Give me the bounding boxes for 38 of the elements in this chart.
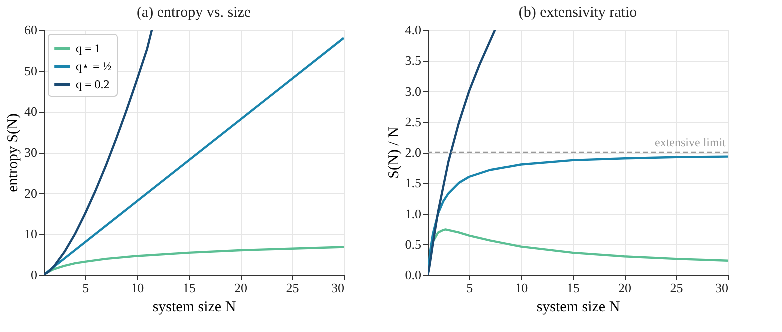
y-tick-label: 50 bbox=[24, 63, 38, 78]
y-tick-label: 3.0 bbox=[405, 84, 422, 99]
y-tick-label: 1.0 bbox=[405, 206, 422, 222]
x-tick-label: 5 bbox=[466, 280, 474, 296]
x-tick-label: 10 bbox=[515, 280, 528, 296]
y-tick-label: 2.5 bbox=[405, 114, 422, 130]
chart-title: (b) extensivity ratio bbox=[518, 5, 638, 21]
y-tick-label: 3.5 bbox=[405, 53, 422, 68]
x-axis-title: system size N bbox=[536, 300, 620, 316]
y-tick-label: 60 bbox=[24, 22, 38, 38]
x-tick-label: 15 bbox=[566, 280, 580, 296]
x-axis-title: system size N bbox=[152, 300, 236, 316]
y-tick-label: 2.0 bbox=[405, 145, 422, 160]
x-tick-label: 20 bbox=[234, 280, 248, 296]
chart-title: (a) entropy vs. size bbox=[136, 5, 252, 21]
y-tick-label: 1.5 bbox=[405, 176, 422, 191]
x-tick-label: 5 bbox=[82, 280, 90, 296]
x-tick-label: 25 bbox=[670, 280, 684, 296]
y-axis-title: entropy S(N) bbox=[6, 114, 22, 192]
x-tick-label: 30 bbox=[716, 280, 728, 296]
x-tick-label: 25 bbox=[286, 280, 300, 296]
y-tick-label: 0.5 bbox=[405, 236, 422, 252]
y-tick-label: 0.0 bbox=[405, 268, 422, 282]
y-tick-label: 30 bbox=[24, 145, 38, 160]
legend-label: q = 1 bbox=[76, 42, 101, 56]
y-tick-label: 40 bbox=[24, 104, 38, 120]
x-tick-label: 15 bbox=[182, 280, 196, 296]
legend-label: q⋆ = ½ bbox=[76, 60, 112, 74]
x-tick-label: 30 bbox=[332, 280, 344, 296]
legend-label: q = 0.2 bbox=[76, 78, 110, 92]
ref-line-label: extensive limit bbox=[655, 136, 727, 150]
x-tick-label: 10 bbox=[131, 280, 144, 296]
y-tick-label: 20 bbox=[24, 186, 38, 201]
y-tick-label: 4.0 bbox=[405, 22, 422, 38]
y-tick-label: 0 bbox=[31, 268, 38, 282]
y-tick-label: 10 bbox=[24, 226, 38, 242]
x-tick-label: 20 bbox=[618, 280, 632, 296]
y-axis-title: S(N) / N bbox=[386, 127, 402, 179]
